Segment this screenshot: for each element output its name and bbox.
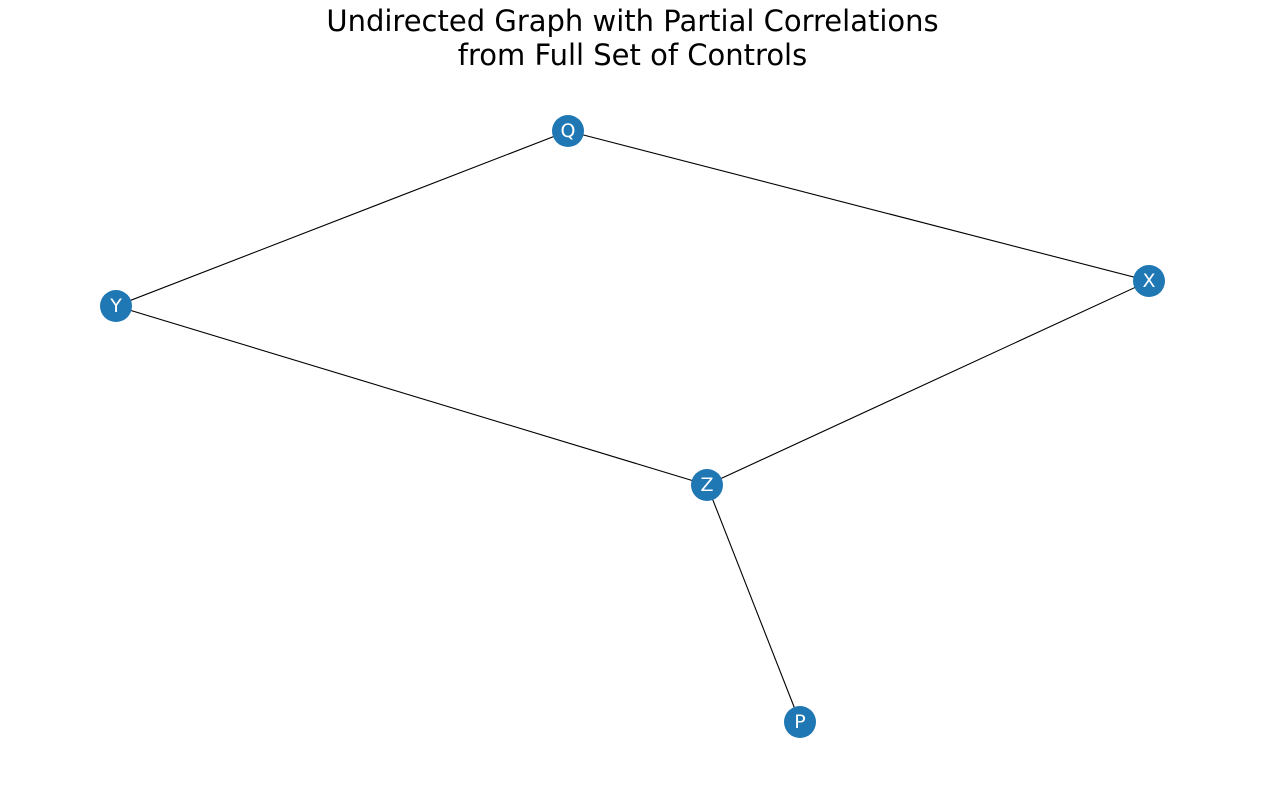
node-circle-y (100, 290, 132, 322)
node-layer: Q Y X Z P (100, 115, 1165, 738)
node-label-p: P (794, 711, 805, 733)
node-label-z: Z (700, 474, 713, 496)
node-x: X (1133, 265, 1165, 297)
edge-q-x (567, 130, 1150, 282)
node-label-q: Q (561, 120, 576, 142)
node-circle-z (691, 469, 723, 501)
edge-y-q (115, 130, 569, 307)
chart-title-line-1: Undirected Graph with Partial Correlatio… (326, 4, 939, 38)
node-circle-x (1133, 265, 1165, 297)
node-y: Y (100, 290, 132, 322)
chart-title: Undirected Graph with Partial Correlatio… (0, 4, 1265, 72)
node-z: Z (691, 469, 723, 501)
node-p: P (784, 706, 816, 738)
edge-layer (115, 130, 1150, 723)
node-label-y: Y (109, 295, 122, 317)
edge-z-p (706, 484, 801, 723)
node-q: Q (552, 115, 584, 147)
chart-title-line-2: from Full Set of Controls (457, 38, 808, 72)
node-circle-q (552, 115, 584, 147)
edge-y-z (115, 305, 708, 486)
node-circle-p (784, 706, 816, 738)
edge-x-z (706, 280, 1150, 486)
node-label-x: X (1142, 270, 1155, 292)
